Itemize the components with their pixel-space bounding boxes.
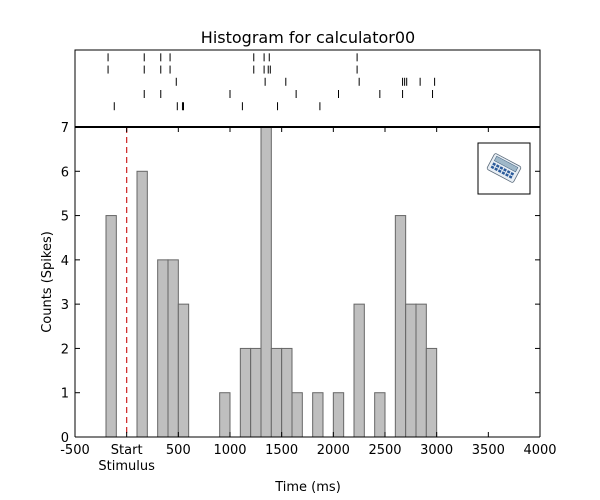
histogram-bar [415, 303, 427, 438]
x-tick-label: 500 [166, 443, 191, 458]
y-axis-label: Counts (Spikes) [40, 231, 55, 333]
histogram-bar [353, 303, 365, 438]
calculator-key [506, 170, 511, 174]
x-axis-label: Time (ms) [274, 480, 341, 495]
y-tick-label: 6 [61, 165, 69, 180]
calculator-icon [477, 142, 531, 195]
histogram-bar [260, 126, 272, 438]
histogram-bar [167, 259, 179, 438]
histogram-bar [136, 170, 148, 438]
histogram-bar [219, 392, 231, 438]
y-tick-label: 5 [61, 210, 69, 225]
histogram-bar [405, 303, 417, 438]
raster-panel [74, 49, 541, 128]
histogram-bar [177, 303, 190, 438]
histogram-bar [291, 392, 303, 438]
calculator-key [501, 171, 506, 175]
histogram-bar [281, 347, 293, 438]
x-tick-label: 4000 [523, 443, 556, 458]
histogram-bar [105, 215, 117, 438]
calculator-key [508, 175, 513, 179]
y-tick-label: 0 [61, 431, 69, 446]
y-tick-label: 4 [61, 254, 69, 269]
histogram-bar [332, 392, 345, 438]
x-tick-label: 3000 [420, 443, 453, 458]
raster-frame [74, 49, 541, 128]
y-tick-label: 1 [61, 387, 69, 402]
calculator-key [510, 171, 515, 176]
calculator-display [494, 155, 519, 173]
histogram-bar [250, 347, 262, 438]
calculator-key [505, 173, 509, 177]
calculator-key [490, 165, 495, 170]
chart-title: Histogram for calculator00 [201, 28, 415, 47]
x-tick-label: Start [111, 443, 143, 458]
x-tick-label: 3500 [472, 443, 505, 458]
calculator-body [486, 153, 522, 183]
calculator-key [494, 167, 499, 171]
histogram-bar [394, 215, 407, 438]
y-tick-label: 2 [61, 342, 69, 357]
calculator-key [499, 166, 504, 170]
histogram-bar [374, 392, 386, 438]
x-tick-label: 1000 [213, 443, 246, 458]
x-tick-label: -500 [60, 443, 90, 458]
x-tick-label: 2000 [317, 443, 350, 458]
calculator-key [503, 168, 507, 172]
x-tick-label: 2500 [368, 443, 401, 458]
histogram-bar [425, 347, 438, 438]
histogram-bar [312, 392, 324, 438]
y-tick-label: 7 [61, 121, 69, 136]
histogram-bar [239, 347, 252, 438]
histogram-bar [270, 347, 283, 438]
y-tick-label: 3 [61, 298, 69, 313]
calculator-key [495, 164, 500, 168]
x-tick-sublabel: Stimulus [98, 459, 155, 474]
calculator-key [492, 162, 497, 166]
x-tick-label: 1500 [265, 443, 298, 458]
calculator-key [497, 169, 502, 173]
histogram-bar [157, 259, 169, 438]
